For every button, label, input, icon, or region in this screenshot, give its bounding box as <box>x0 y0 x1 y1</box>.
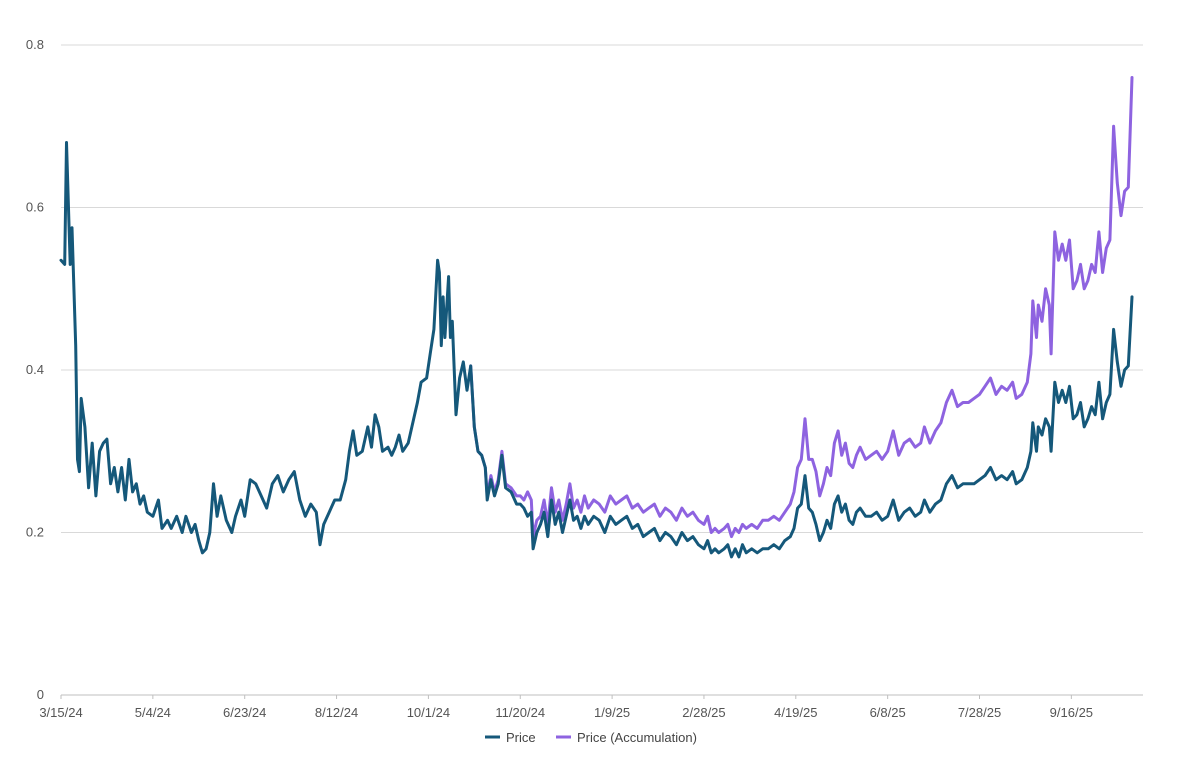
series-line-price <box>59 141 1134 559</box>
x-tick-label: 5/4/24 <box>135 705 171 720</box>
x-tick-label: 6/23/24 <box>223 705 266 720</box>
y-axis-ticks: 0 0.2 0.4 0.6 0.8 <box>26 37 44 702</box>
y-tick-label: 0.6 <box>26 200 44 215</box>
legend: Price Price (Accumulation) <box>485 730 697 745</box>
x-tick-label: 11/20/24 <box>495 705 545 720</box>
x-tick-label: 8/12/24 <box>315 705 358 720</box>
legend-item-price[interactable]: Price <box>485 730 536 745</box>
x-tick-label: 1/9/25 <box>594 705 630 720</box>
x-tick-label: 4/19/25 <box>774 705 817 720</box>
legend-label-price: Price <box>506 730 536 745</box>
y-tick-label: 0 <box>37 687 44 702</box>
x-tick-label: 9/16/25 <box>1050 705 1093 720</box>
x-tick-label: 10/1/24 <box>407 705 450 720</box>
x-tick-label: 6/8/25 <box>870 705 906 720</box>
legend-item-price-accumulation[interactable]: Price (Accumulation) <box>556 730 697 745</box>
x-tick-label: 2/28/25 <box>682 705 725 720</box>
x-axis-ticks: 3/15/24 5/4/24 6/23/24 8/12/24 10/1/24 11/20/… <box>39 695 1093 720</box>
y-tick-label: 0.8 <box>26 37 44 52</box>
series-lines <box>59 76 1134 559</box>
x-tick-label: 3/15/24 <box>39 705 82 720</box>
legend-label-price-accumulation: Price (Accumulation) <box>577 730 697 745</box>
x-tick-label: 7/28/25 <box>958 705 1001 720</box>
series-line-price-accumulation <box>469 76 1134 539</box>
y-tick-label: 0.4 <box>26 362 44 377</box>
gridlines <box>61 44 1143 696</box>
y-tick-label: 0.2 <box>26 525 44 540</box>
